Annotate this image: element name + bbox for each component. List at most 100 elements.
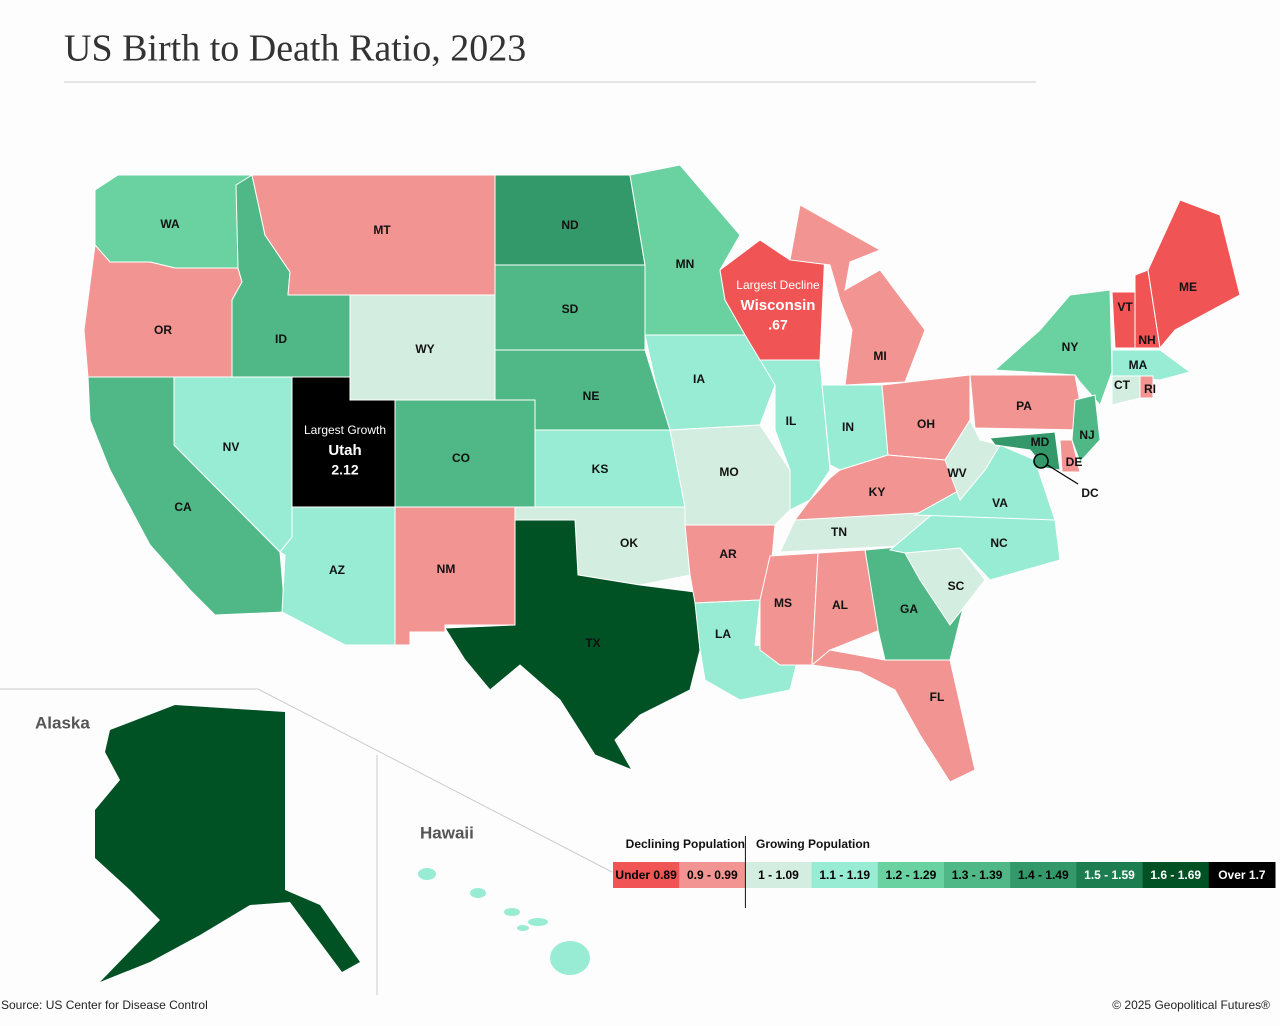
annotation-name: Wisconsin [741,297,816,314]
state [1059,439,1081,473]
legend-label: 1.4 - 1.49 [1018,868,1069,882]
legend-swatch [811,862,879,888]
state-label: WA [160,217,180,231]
state-label: NY [1062,340,1079,354]
hawaii-island [470,888,486,898]
legend-swatch [745,862,813,888]
hawaii-island [517,925,529,931]
annotation-value: .67 [768,317,788,333]
state-label: IA [693,372,705,386]
hawaii [418,868,590,975]
state [821,384,889,471]
legend-swatch [679,862,746,888]
state-label: ID [275,332,287,346]
state-label: SC [948,579,965,593]
state-label: NC [990,536,1008,550]
state [629,164,746,336]
state-label: DE [1066,455,1083,469]
state-label: MT [373,223,391,237]
state-label: NH [1138,333,1155,347]
state-label: CO [452,451,470,465]
legend-label: 1.5 - 1.59 [1084,868,1135,882]
legend-label: 1.2 - 1.29 [886,868,937,882]
state-label: IL [786,414,797,428]
legend-label: 1 - 1.09 [758,868,799,882]
state-label: ND [561,218,579,232]
state-label: VA [992,496,1008,510]
state [444,519,701,772]
legend-label: 1.1 - 1.19 [819,868,870,882]
legend-label: Under 0.89 [615,868,677,882]
state-label: WV [947,466,966,480]
state-label: RI [1144,382,1156,396]
hawaii-island [550,941,590,975]
legend-declining: Declining Population [626,837,745,851]
legend-swatch [1142,862,1210,888]
source: Source: US Center for Disease Control [1,998,208,1012]
annotation-value: 2.12 [331,462,358,478]
state [1071,394,1101,463]
state [669,424,791,526]
state-label: KY [869,485,886,499]
state [1147,199,1241,350]
states [83,164,1241,783]
legend-swatch [944,862,1011,888]
legend-label: Over 1.7 [1218,868,1266,882]
state [789,204,926,386]
state-label: CT [1114,378,1131,392]
state-label: DC [1081,486,1099,500]
state-label: KS [592,462,609,476]
state-label: GA [900,602,918,616]
state-label: AR [719,547,737,561]
hawaii-island [418,868,436,880]
state [694,599,801,701]
state-label: NV [223,440,240,454]
state-label: MS [774,596,792,610]
alaska-label: Alaska [35,713,90,732]
state-label: MA [1129,358,1148,372]
state-label: AL [832,598,848,612]
state [534,429,686,508]
alaska [95,705,360,982]
state-label: MI [873,349,886,363]
legend-swatch [1208,862,1276,888]
state-label: PA [1016,399,1032,413]
state-label: ME [1179,280,1197,294]
legend-growing: Growing Population [756,837,870,851]
annotation-name: Utah [328,442,361,459]
legend-swatch [1076,862,1144,888]
legend-swatch [1010,862,1077,888]
annotation-caption: Largest Decline [736,278,820,292]
state-label: TN [831,525,847,539]
legend-label: 1.6 - 1.69 [1150,868,1201,882]
legend-label: 0.9 - 0.99 [687,868,738,882]
state-label: AZ [329,563,345,577]
legend-swatch [877,862,945,888]
state [811,549,881,667]
state [1111,349,1192,381]
state-label: FL [930,690,945,704]
hawaii-island [528,918,548,926]
state-label: MO [719,465,738,479]
state-label: SD [562,302,579,316]
state-label: TX [585,636,600,650]
inset-border [0,688,613,873]
state-label: CA [174,500,192,514]
state-label: MD [1031,435,1050,449]
state-label: IN [842,420,854,434]
annotation-caption: Largest Growth [304,423,386,437]
state-label: NJ [1079,428,1094,442]
state [1139,375,1154,399]
state-label: NE [583,389,600,403]
copyright: © 2025 Geopolitical Futures® [1112,998,1270,1012]
hawaii-island [504,908,520,916]
hawaii-label: Hawaii [420,823,474,842]
state-label: OK [620,536,638,550]
state-label: WY [415,342,434,356]
state-label: VT [1117,300,1133,314]
legend-swatch [613,862,680,888]
title: US Birth to Death Ratio, 2023 [64,28,526,70]
state [810,649,976,783]
state [1033,453,1049,469]
state-label: NM [437,562,456,576]
